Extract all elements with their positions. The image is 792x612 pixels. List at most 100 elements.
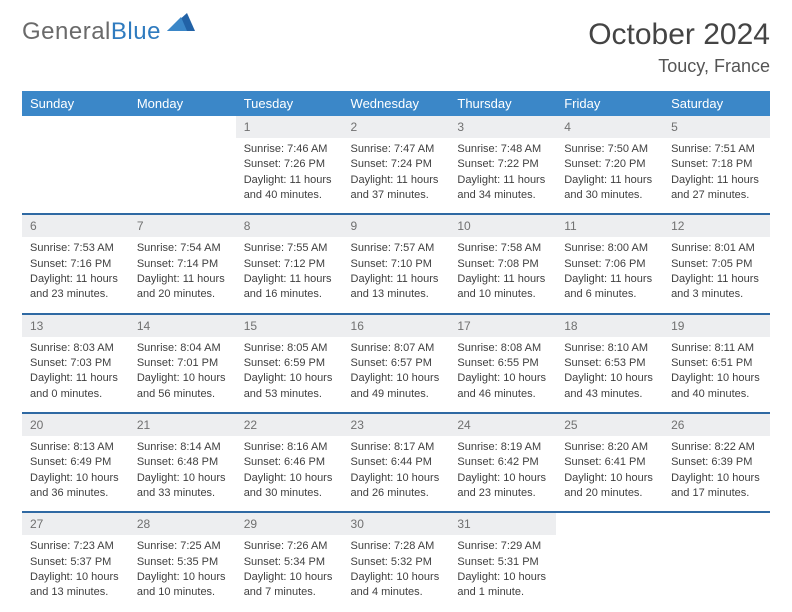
sunrise-text: Sunrise: 8:16 AM (244, 440, 335, 455)
daylight-text-2: and 10 minutes. (457, 287, 548, 302)
day-content-cell: Sunrise: 7:47 AMSunset: 7:24 PMDaylight:… (343, 138, 450, 215)
daylight-text-2: and 27 minutes. (671, 188, 762, 203)
sunrise-text: Sunrise: 7:55 AM (244, 241, 335, 256)
day-number-cell: 3 (449, 116, 556, 138)
daylight-text-1: Daylight: 10 hours (671, 471, 762, 486)
day-content-cell (22, 138, 129, 215)
day-content-cell: Sunrise: 7:23 AMSunset: 5:37 PMDaylight:… (22, 535, 129, 611)
daylight-text-2: and 56 minutes. (137, 387, 228, 402)
daylight-text-2: and 37 minutes. (351, 188, 442, 203)
day-number-cell: 26 (663, 413, 770, 436)
brand-part1: General (22, 18, 111, 46)
day-number-cell: 14 (129, 314, 236, 337)
sunset-text: Sunset: 7:03 PM (30, 356, 121, 371)
daylight-text-1: Daylight: 11 hours (457, 173, 548, 188)
sunrise-text: Sunrise: 8:14 AM (137, 440, 228, 455)
sunset-text: Sunset: 6:55 PM (457, 356, 548, 371)
daylight-text-2: and 1 minute. (457, 585, 548, 600)
day-number-cell: 16 (343, 314, 450, 337)
day-content-cell: Sunrise: 7:54 AMSunset: 7:14 PMDaylight:… (129, 237, 236, 314)
sunrise-text: Sunrise: 7:23 AM (30, 539, 121, 554)
day-number-cell: 31 (449, 512, 556, 535)
sunset-text: Sunset: 6:41 PM (564, 455, 655, 470)
sunrise-text: Sunrise: 7:28 AM (351, 539, 442, 554)
day-number-cell: 18 (556, 314, 663, 337)
day-header: Monday (129, 91, 236, 116)
daylight-text-1: Daylight: 10 hours (457, 570, 548, 585)
sunset-text: Sunset: 5:34 PM (244, 555, 335, 570)
calendar-table: SundayMondayTuesdayWednesdayThursdayFrid… (22, 91, 770, 611)
day-content-cell: Sunrise: 8:00 AMSunset: 7:06 PMDaylight:… (556, 237, 663, 314)
day-content-cell: Sunrise: 8:07 AMSunset: 6:57 PMDaylight:… (343, 337, 450, 414)
day-content-cell: Sunrise: 7:57 AMSunset: 7:10 PMDaylight:… (343, 237, 450, 314)
sunrise-text: Sunrise: 8:08 AM (457, 341, 548, 356)
sunrise-text: Sunrise: 7:58 AM (457, 241, 548, 256)
sunset-text: Sunset: 7:22 PM (457, 157, 548, 172)
sunrise-text: Sunrise: 8:10 AM (564, 341, 655, 356)
sunset-text: Sunset: 7:24 PM (351, 157, 442, 172)
brand-logo: GeneralBlue (22, 18, 195, 46)
sunrise-text: Sunrise: 8:13 AM (30, 440, 121, 455)
daylight-text-1: Daylight: 11 hours (564, 173, 655, 188)
day-content-cell: Sunrise: 7:25 AMSunset: 5:35 PMDaylight:… (129, 535, 236, 611)
day-header: Tuesday (236, 91, 343, 116)
daylight-text-2: and 30 minutes. (564, 188, 655, 203)
day-number-cell: 29 (236, 512, 343, 535)
sunrise-text: Sunrise: 7:29 AM (457, 539, 548, 554)
day-content-cell: Sunrise: 8:10 AMSunset: 6:53 PMDaylight:… (556, 337, 663, 414)
day-number-cell: 24 (449, 413, 556, 436)
daylight-text-1: Daylight: 11 hours (351, 272, 442, 287)
day-content-cell: Sunrise: 8:08 AMSunset: 6:55 PMDaylight:… (449, 337, 556, 414)
daylight-text-2: and 0 minutes. (30, 387, 121, 402)
sunrise-text: Sunrise: 8:19 AM (457, 440, 548, 455)
brand-part2: Blue (111, 18, 161, 46)
sunset-text: Sunset: 5:31 PM (457, 555, 548, 570)
day-content-cell: Sunrise: 7:28 AMSunset: 5:32 PMDaylight:… (343, 535, 450, 611)
sunset-text: Sunset: 6:53 PM (564, 356, 655, 371)
day-number-cell: 4 (556, 116, 663, 138)
daylight-text-1: Daylight: 10 hours (244, 570, 335, 585)
day-number-cell: 10 (449, 214, 556, 237)
daylight-text-1: Daylight: 11 hours (671, 173, 762, 188)
daylight-text-2: and 20 minutes. (137, 287, 228, 302)
day-content-cell: Sunrise: 8:05 AMSunset: 6:59 PMDaylight:… (236, 337, 343, 414)
day-number-cell: 23 (343, 413, 450, 436)
sunset-text: Sunset: 6:57 PM (351, 356, 442, 371)
logo-triangle-icon (167, 10, 195, 38)
daylight-text-1: Daylight: 11 hours (30, 371, 121, 386)
sunrise-text: Sunrise: 7:26 AM (244, 539, 335, 554)
sunrise-text: Sunrise: 8:05 AM (244, 341, 335, 356)
day-number-cell: 27 (22, 512, 129, 535)
day-content-cell (129, 138, 236, 215)
daylight-text-1: Daylight: 11 hours (30, 272, 121, 287)
daylight-text-2: and 13 minutes. (30, 585, 121, 600)
sunset-text: Sunset: 7:18 PM (671, 157, 762, 172)
day-content-cell: Sunrise: 8:11 AMSunset: 6:51 PMDaylight:… (663, 337, 770, 414)
month-title: October 2024 (588, 18, 770, 52)
daylight-text-1: Daylight: 11 hours (244, 272, 335, 287)
daylight-text-2: and 26 minutes. (351, 486, 442, 501)
day-content-cell: Sunrise: 7:50 AMSunset: 7:20 PMDaylight:… (556, 138, 663, 215)
day-number-cell: 17 (449, 314, 556, 337)
sunset-text: Sunset: 6:49 PM (30, 455, 121, 470)
day-number-cell: 12 (663, 214, 770, 237)
day-number-cell: 21 (129, 413, 236, 436)
sunrise-text: Sunrise: 7:48 AM (457, 142, 548, 157)
sunrise-text: Sunrise: 8:17 AM (351, 440, 442, 455)
day-number-cell (129, 116, 236, 138)
daylight-text-1: Daylight: 10 hours (564, 471, 655, 486)
day-content-cell: Sunrise: 8:16 AMSunset: 6:46 PMDaylight:… (236, 436, 343, 513)
day-number-cell: 2 (343, 116, 450, 138)
sunset-text: Sunset: 5:37 PM (30, 555, 121, 570)
sunset-text: Sunset: 6:46 PM (244, 455, 335, 470)
day-content-cell: Sunrise: 8:13 AMSunset: 6:49 PMDaylight:… (22, 436, 129, 513)
day-number-cell (22, 116, 129, 138)
sunrise-text: Sunrise: 8:03 AM (30, 341, 121, 356)
sunrise-text: Sunrise: 8:22 AM (671, 440, 762, 455)
sunrise-text: Sunrise: 8:20 AM (564, 440, 655, 455)
sunset-text: Sunset: 5:32 PM (351, 555, 442, 570)
day-header: Sunday (22, 91, 129, 116)
day-content-cell: Sunrise: 7:55 AMSunset: 7:12 PMDaylight:… (236, 237, 343, 314)
sunset-text: Sunset: 7:16 PM (30, 257, 121, 272)
daylight-text-1: Daylight: 10 hours (457, 371, 548, 386)
